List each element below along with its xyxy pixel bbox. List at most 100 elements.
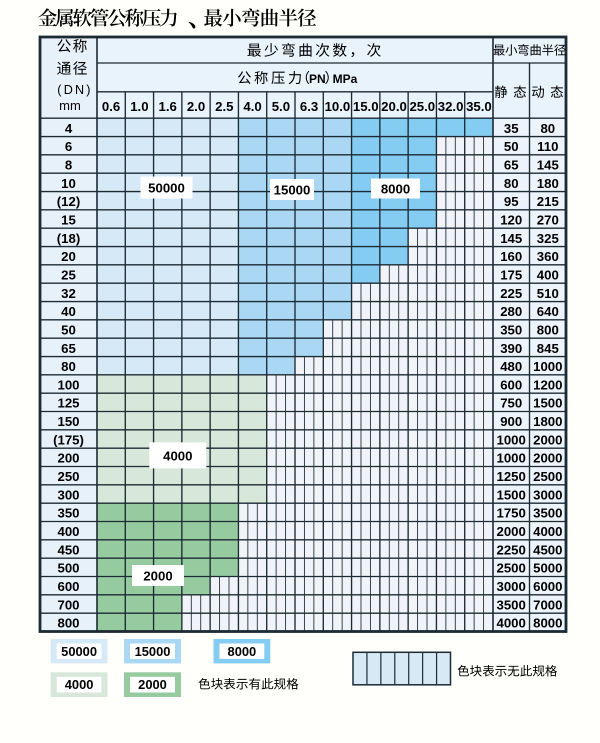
svg-text:65: 65 <box>61 341 76 356</box>
svg-text:50: 50 <box>61 322 76 337</box>
svg-text:4.0: 4.0 <box>243 99 261 114</box>
svg-text:4000: 4000 <box>65 677 94 692</box>
svg-text:450: 450 <box>57 542 79 557</box>
svg-text:325: 325 <box>537 231 559 246</box>
svg-text:20: 20 <box>61 249 76 264</box>
svg-text:600: 600 <box>57 579 79 594</box>
svg-text:15000: 15000 <box>135 644 171 659</box>
svg-text:160: 160 <box>500 249 522 264</box>
svg-text:2000: 2000 <box>533 451 562 466</box>
svg-text:2000: 2000 <box>143 568 172 583</box>
svg-text:50000: 50000 <box>148 180 185 195</box>
svg-text:750: 750 <box>500 396 522 411</box>
svg-text:800: 800 <box>537 322 559 337</box>
svg-text:700: 700 <box>57 597 79 612</box>
svg-text:2000: 2000 <box>138 677 167 692</box>
svg-text:120: 120 <box>500 212 522 227</box>
svg-text:2500: 2500 <box>497 561 526 576</box>
svg-text:5.0: 5.0 <box>272 99 290 114</box>
svg-text:350: 350 <box>57 506 79 521</box>
svg-text:400: 400 <box>57 524 79 539</box>
svg-text:900: 900 <box>500 414 522 429</box>
svg-text:15000: 15000 <box>274 182 311 197</box>
svg-text:(18): (18) <box>57 231 80 246</box>
svg-text:20.0: 20.0 <box>381 99 407 114</box>
svg-text:50000: 50000 <box>61 644 97 659</box>
svg-text:1500: 1500 <box>497 487 526 502</box>
svg-text:(175): (175) <box>53 432 84 447</box>
svg-text:3000: 3000 <box>497 579 526 594</box>
svg-text:360: 360 <box>537 249 559 264</box>
svg-text:800: 800 <box>57 616 79 631</box>
svg-text:1200: 1200 <box>533 377 562 392</box>
svg-text:280: 280 <box>500 304 522 319</box>
svg-text:215: 215 <box>537 194 559 209</box>
svg-text:8000: 8000 <box>533 616 562 631</box>
svg-text:2250: 2250 <box>497 542 526 557</box>
svg-text:1.0: 1.0 <box>130 99 148 114</box>
svg-text:32.0: 32.0 <box>438 99 464 114</box>
svg-text:150: 150 <box>57 414 79 429</box>
svg-text:15: 15 <box>61 212 76 227</box>
svg-text:1500: 1500 <box>533 396 562 411</box>
svg-text:15.0: 15.0 <box>353 99 379 114</box>
svg-text:4000: 4000 <box>497 616 526 631</box>
svg-text:65: 65 <box>504 157 519 172</box>
svg-text:7000: 7000 <box>533 597 562 612</box>
svg-text:6000: 6000 <box>533 579 562 594</box>
svg-text:32: 32 <box>61 286 76 301</box>
svg-text:200: 200 <box>57 451 79 466</box>
svg-text:110: 110 <box>537 139 558 154</box>
svg-text:145: 145 <box>537 157 559 172</box>
svg-text:25.0: 25.0 <box>409 99 435 114</box>
svg-text:mm: mm <box>59 98 81 113</box>
svg-text:500: 500 <box>57 561 79 576</box>
svg-text:600: 600 <box>500 377 522 392</box>
svg-text:1250: 1250 <box>497 469 526 484</box>
svg-text:270: 270 <box>537 212 559 227</box>
svg-text:845: 845 <box>537 341 559 356</box>
svg-text:6.3: 6.3 <box>300 99 318 114</box>
svg-text:35.0: 35.0 <box>466 99 492 114</box>
svg-text:250: 250 <box>57 469 79 484</box>
svg-text:35: 35 <box>504 121 519 136</box>
svg-text:10: 10 <box>61 176 76 191</box>
svg-text:300: 300 <box>57 487 79 502</box>
svg-text:1000: 1000 <box>497 451 526 466</box>
svg-text:40: 40 <box>61 304 76 319</box>
svg-text:10.0: 10.0 <box>325 99 351 114</box>
svg-text:2.0: 2.0 <box>187 99 205 114</box>
svg-text:2000: 2000 <box>497 524 526 539</box>
svg-text:3500: 3500 <box>533 506 562 521</box>
svg-text:2500: 2500 <box>533 469 562 484</box>
svg-text:(12): (12) <box>57 194 80 209</box>
svg-text:80: 80 <box>61 359 76 374</box>
svg-text:0.6: 0.6 <box>102 99 120 114</box>
svg-text:4000: 4000 <box>533 524 562 539</box>
svg-text:640: 640 <box>537 304 559 319</box>
svg-text:5000: 5000 <box>533 561 562 576</box>
svg-text:180: 180 <box>537 176 559 191</box>
svg-text:350: 350 <box>500 322 522 337</box>
svg-text:390: 390 <box>500 341 522 356</box>
svg-text:1000: 1000 <box>497 432 526 447</box>
svg-text:(DN): (DN) <box>57 83 92 97</box>
svg-text:4000: 4000 <box>163 448 192 463</box>
svg-text:PN: PN <box>309 72 326 86</box>
svg-text:50: 50 <box>504 139 519 154</box>
svg-text:125: 125 <box>57 396 79 411</box>
svg-text:480: 480 <box>500 359 522 374</box>
svg-text:80: 80 <box>504 176 519 191</box>
svg-text:2.5: 2.5 <box>215 99 233 114</box>
svg-text:175: 175 <box>500 267 522 282</box>
svg-text:80: 80 <box>540 121 555 136</box>
svg-text:1.6: 1.6 <box>159 99 177 114</box>
svg-text:MPa: MPa <box>333 72 358 86</box>
svg-text:145: 145 <box>500 231 522 246</box>
svg-text:8000: 8000 <box>228 644 257 659</box>
svg-text:225: 225 <box>500 286 522 301</box>
svg-text:25: 25 <box>61 267 76 282</box>
svg-text:510: 510 <box>537 286 559 301</box>
svg-text:2000: 2000 <box>533 432 562 447</box>
svg-text:100: 100 <box>57 377 79 392</box>
